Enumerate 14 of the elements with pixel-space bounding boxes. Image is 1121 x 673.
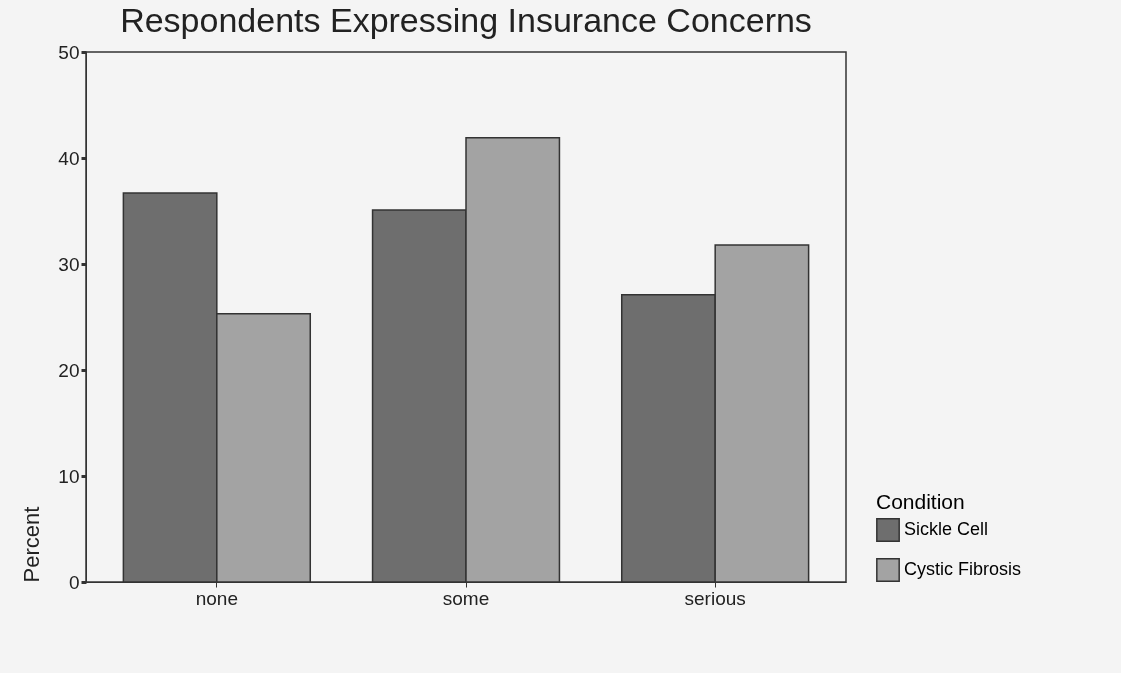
y-axis-title: Percent bbox=[19, 506, 45, 583]
y-tick-label: 0 bbox=[68, 571, 80, 593]
y-tick-label: 30 bbox=[58, 253, 80, 275]
y-tick-label: 10 bbox=[58, 465, 80, 487]
legend-title: Condition bbox=[876, 490, 965, 513]
y-tick-label: 50 bbox=[58, 41, 80, 63]
x-tick-label: some bbox=[442, 587, 490, 609]
legend-label: Sickle Cell bbox=[904, 519, 989, 539]
y-tick-label: 20 bbox=[58, 359, 80, 381]
x-tick-label: none bbox=[195, 587, 238, 609]
x-tick-label: serious bbox=[684, 587, 746, 609]
chart-title: Respondents Expressing Insurance Concerns bbox=[120, 1, 812, 39]
y-tick-label: 40 bbox=[58, 147, 80, 169]
legend-label: Cystic Fibrosis bbox=[904, 559, 1022, 579]
